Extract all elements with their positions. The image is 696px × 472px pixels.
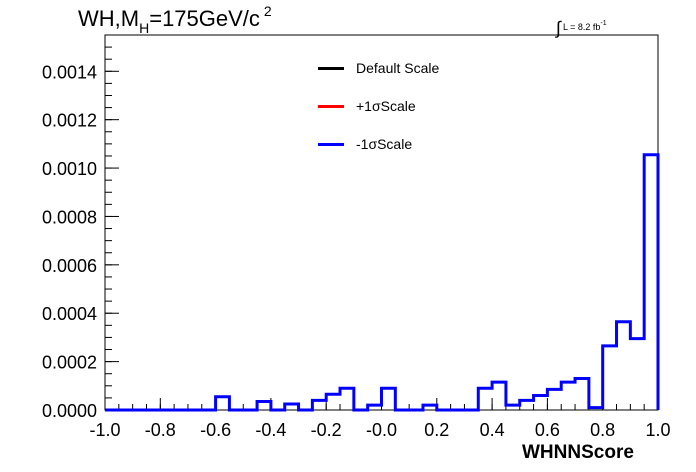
y-tick-label: 0.0004 bbox=[42, 304, 97, 324]
legend-item-plus1sigma: +1σScale bbox=[318, 96, 439, 116]
series-group bbox=[105, 153, 660, 412]
x-tick-label: -0.6 bbox=[200, 420, 231, 440]
title-rest: =175GeV/c bbox=[149, 6, 260, 31]
luminosity-label: ∫ L = 8.2 fb-1 bbox=[556, 14, 607, 38]
legend-item-minus1sigma: -1σScale bbox=[318, 134, 439, 154]
legend-swatch bbox=[318, 66, 344, 70]
x-tick-label: -0.4 bbox=[255, 420, 286, 440]
y-tick-label: 0.0008 bbox=[42, 207, 97, 227]
x-tick-label: -0.8 bbox=[145, 420, 176, 440]
legend: Default Scale +1σScale -1σScale bbox=[318, 58, 439, 172]
series-step-line bbox=[105, 153, 660, 412]
x-tick-label: 0.2 bbox=[424, 420, 449, 440]
title-subscript: H bbox=[139, 20, 150, 36]
x-tick-label: 1.0 bbox=[645, 420, 670, 440]
y-tick-label: 0.0006 bbox=[42, 256, 97, 276]
x-tick-label: -1.0 bbox=[89, 420, 120, 440]
y-tick-label: 0.0014 bbox=[42, 62, 97, 82]
legend-label: -1σScale bbox=[356, 136, 413, 152]
legend-item-default: Default Scale bbox=[318, 58, 439, 78]
y-tick-label: 0.0010 bbox=[42, 159, 97, 179]
y-tick-label: 0.0000 bbox=[42, 401, 97, 421]
legend-label: Default Scale bbox=[356, 60, 440, 76]
x-tick-label: 0.8 bbox=[590, 420, 615, 440]
integral-symbol: ∫ bbox=[556, 18, 561, 38]
x-tick-label: 0.6 bbox=[535, 420, 560, 440]
y-axis: 0.0000 0.0002 0.0004 0.0006 0.0008 0.0010 0.00… bbox=[42, 34, 119, 421]
x-axis-label: WHNNScore bbox=[522, 442, 634, 463]
x-axis: -1.0 -0.8 -0.6 -0.4 -0.2 -0.0 0.2 0.4 0.6 0.8 1.0 bbox=[89, 398, 671, 440]
title-superscript: 2 bbox=[263, 3, 272, 19]
legend-label: +1σScale bbox=[356, 98, 416, 114]
y-tick-label: 0.0002 bbox=[42, 353, 97, 373]
lumi-text: L = 8.2 fb bbox=[562, 22, 601, 32]
legend-swatch bbox=[318, 142, 344, 146]
legend-swatch bbox=[318, 104, 344, 108]
x-tick-label: 0.4 bbox=[480, 420, 505, 440]
chart-title: WH,MH=175GeV/c 2 bbox=[78, 3, 272, 36]
lumi-superscript: -1 bbox=[600, 20, 607, 27]
x-tick-label: -0.0 bbox=[366, 420, 397, 440]
title-main: WH,M bbox=[78, 6, 140, 31]
x-tick-label: -0.2 bbox=[311, 420, 342, 440]
y-tick-label: 0.0012 bbox=[42, 111, 97, 131]
